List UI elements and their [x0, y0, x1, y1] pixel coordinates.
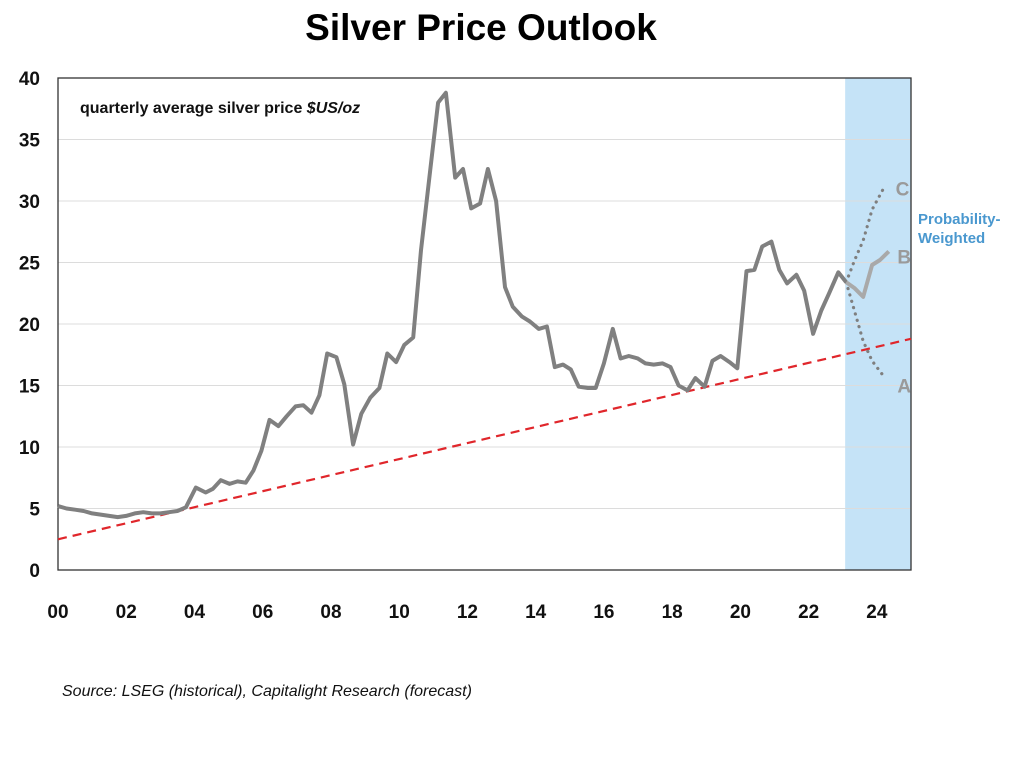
y-tick-label: 15 — [19, 377, 41, 398]
x-tick-label: 10 — [389, 602, 410, 623]
side-label: Probability- Weighted — [918, 211, 1001, 247]
y-tick-label: 35 — [19, 131, 41, 152]
subtitle-text: quarterly average silver price — [80, 100, 307, 117]
chart-subtitle: quarterly average silver price $US/oz — [80, 100, 360, 117]
series-line-historical — [57, 90, 848, 520]
series-line-c — [844, 187, 885, 284]
plot-area: 0 5 10 15 20 25 30 35 40 00 02 04 06 08 10 12 14 16 18 20 22… — [19, 69, 912, 623]
x-tick-label: 08 — [320, 602, 341, 623]
x-tick-label: 20 — [730, 602, 751, 623]
y-tick-label: 20 — [19, 315, 40, 336]
plot-frame — [57, 77, 912, 571]
y-tick-label: 10 — [19, 438, 40, 459]
y-tick-label: 40 — [19, 69, 40, 90]
scenario-label-b: B — [897, 247, 911, 268]
source-note: Source: LSEG (historical), Capitalight R… — [62, 683, 472, 700]
side-label-line-2: Weighted — [918, 230, 985, 247]
series-line-b — [845, 249, 891, 299]
scenario-label-a: A — [897, 377, 911, 398]
x-tick-label: 22 — [798, 602, 819, 623]
x-tick-label: 04 — [184, 602, 206, 623]
subtitle-unit: $US/oz — [306, 100, 360, 117]
y-tick-label: 0 — [29, 561, 40, 582]
x-tick-label: 00 — [47, 602, 68, 623]
x-tick-label: 24 — [866, 602, 888, 623]
scenario-label-c: C — [896, 180, 910, 201]
x-tick-label: 06 — [252, 602, 273, 623]
chart-title: Silver Price Outlook — [305, 7, 657, 48]
x-tick-label: 16 — [593, 602, 614, 623]
series-line-a — [844, 280, 887, 380]
series-line-trend — [57, 337, 912, 541]
x-tick-label: 14 — [525, 602, 547, 623]
y-tick-label: 30 — [19, 192, 40, 213]
y-tick-label: 25 — [19, 254, 41, 275]
side-label-line-1: Probability- — [918, 211, 1001, 228]
y-tick-label: 5 — [29, 500, 40, 521]
x-tick-label: 18 — [662, 602, 683, 623]
x-tick-label: 12 — [457, 602, 478, 623]
x-tick-label: 02 — [116, 602, 137, 623]
